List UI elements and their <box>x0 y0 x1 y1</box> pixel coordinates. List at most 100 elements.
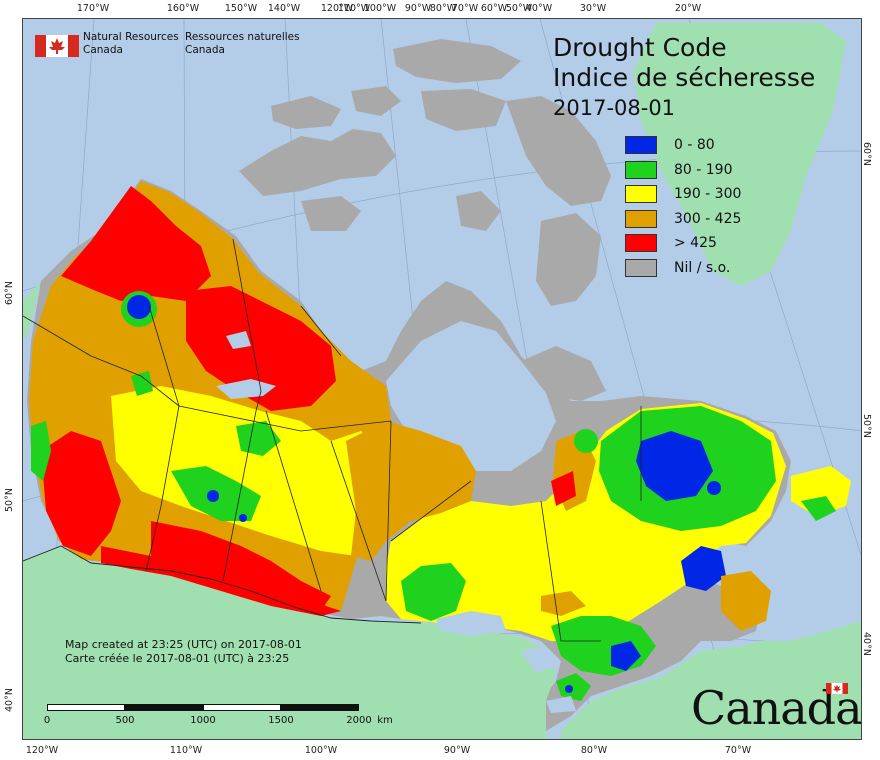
scale-unit: km <box>377 715 393 726</box>
central-drought-orange <box>346 421 476 561</box>
lon-label-bottom: 100°W <box>304 745 338 756</box>
canada-flag-icon <box>35 35 79 57</box>
greenland-land <box>633 23 846 286</box>
lon-label-top: 70°W <box>451 3 479 14</box>
lat-label-left: 60°N <box>4 281 15 305</box>
lon-label-bottom: 110°W <box>169 745 203 756</box>
legend-label: Nil / s.o. <box>674 259 731 276</box>
quebec-drought-red <box>551 471 576 506</box>
legend-swatch <box>625 209 657 228</box>
lat-label-right: 50°N <box>861 414 872 438</box>
legend-swatch <box>625 160 657 179</box>
legend-item: 80 - 190 <box>625 158 741 183</box>
legend-swatch <box>625 234 657 253</box>
legend-item: 0 - 80 <box>625 133 741 158</box>
lat-label-right: 60°N <box>861 142 872 166</box>
blue-spot-southern-ontario <box>565 685 573 693</box>
scale-tick: 500 <box>115 715 135 726</box>
lon-label-top: 110°W <box>337 3 371 14</box>
scale-tick: 1000 <box>190 715 216 726</box>
wordmark-flag-icon <box>826 683 848 694</box>
lon-label-top: 30°W <box>579 3 607 14</box>
lon-label-top: 90°W <box>404 3 432 14</box>
title-line2: Indice de sécheresse <box>553 63 816 92</box>
lon-label-top: 150°W <box>224 3 258 14</box>
lon-label-bottom: 80°W <box>580 745 608 756</box>
provincial-boundaries <box>23 238 642 642</box>
lon-label-top: 20°W <box>674 3 702 14</box>
lat-label-left: 50°N <box>4 488 15 512</box>
map-title: Drought Code Indice de sécheresse 2017-0… <box>553 33 815 123</box>
blue-spot-ottawa <box>611 641 641 671</box>
legend-label: 80 - 190 <box>674 161 733 178</box>
alaska-land <box>23 281 41 341</box>
blue-zone-maritimes <box>681 546 726 591</box>
title-line1: Drought Code <box>553 33 727 62</box>
blue-spot-labrador <box>707 481 721 495</box>
great-bear-lake <box>226 331 251 349</box>
lon-label-top: 140°W <box>267 3 301 14</box>
lon-label-top: 60°W <box>480 3 508 14</box>
credit-en: Map created at 23:25 (UTC) on 2017-08-01 <box>65 638 302 651</box>
hudson-bay <box>386 321 556 471</box>
legend-swatch <box>625 136 657 155</box>
usa-east-land <box>561 621 861 739</box>
legend-swatch <box>625 258 657 277</box>
great-lakes <box>436 611 576 713</box>
credit-fr: Carte créée le 2017-08-01 (UTC) à 23:25 <box>65 652 290 665</box>
legend-item: > 425 <box>625 231 741 256</box>
west-drought-red <box>41 186 341 616</box>
usa-land <box>23 546 556 739</box>
ontario-drought-green <box>401 563 466 621</box>
agency-fr-line1: Ressources naturelles <box>185 31 300 43</box>
lon-label-bottom: 120°W <box>25 745 59 756</box>
legend-label: 190 - 300 <box>674 186 742 203</box>
legend-label: 0 - 80 <box>674 137 715 154</box>
scale-segment <box>47 704 125 711</box>
lon-label-top: 50°W <box>505 3 533 14</box>
us-border <box>23 545 422 624</box>
lon-label-top: 160°W <box>166 3 200 14</box>
lon-label-top: 80°W <box>429 3 457 14</box>
legend-item: 190 - 300 <box>625 182 741 207</box>
green-spot-southern-ontario <box>556 673 591 701</box>
legend-item: Nil / s.o. <box>625 256 741 281</box>
scale-tick: 1500 <box>268 715 294 726</box>
lat-label-right: 40°N <box>861 632 872 656</box>
map-credit: Map created at 23:25 (UTC) on 2017-08-01… <box>65 638 302 666</box>
map-svg <box>23 19 861 739</box>
agency-fr-line2: Canada <box>185 44 225 56</box>
legend-label: > 425 <box>674 235 717 252</box>
lon-label-top: 40°W <box>525 3 553 14</box>
canada-wordmark: Canada <box>691 681 861 735</box>
agency-logo <box>35 35 79 57</box>
scale-tick: 2000 <box>346 715 372 726</box>
blue-spot-yukon <box>127 295 151 319</box>
agency-name-fr: Ressources naturelles Canada <box>185 31 300 57</box>
scale-segment <box>125 704 203 711</box>
blue-spot-prairie <box>239 514 247 522</box>
legend-item: 300 - 425 <box>625 207 741 232</box>
legend-label: 300 - 425 <box>674 210 742 227</box>
title-date: 2017-08-01 <box>553 96 676 120</box>
legend: 0 - 80 80 - 190 190 - 300 300 - 425 > 425 Nil… <box>625 133 741 280</box>
prairie-drought-yellow <box>111 386 386 556</box>
agency-en-line2: Canada <box>83 44 123 56</box>
map-canvas: Natural Resources Canada Ressources natu… <box>22 18 862 740</box>
blue-spot-prairie <box>207 490 219 502</box>
lat-label-left: 40°N <box>4 688 15 712</box>
scale-segment <box>281 704 359 711</box>
newfoundland-drought-green <box>801 496 836 521</box>
lon-label-top: 170°W <box>76 3 110 14</box>
great-slave-lake <box>216 379 276 399</box>
lon-label-bottom: 90°W <box>443 745 471 756</box>
lon-label-top: 120°W <box>320 3 354 14</box>
scale-segment <box>203 704 281 711</box>
maritimes-drought-orange <box>721 571 771 631</box>
labrador-drought-blue <box>636 431 713 501</box>
agency-name-en: Natural Resources Canada <box>83 31 179 57</box>
green-spot-quebec <box>574 429 598 453</box>
scale-tick: 0 <box>43 715 51 726</box>
lon-label-top: 100°W <box>363 3 397 14</box>
